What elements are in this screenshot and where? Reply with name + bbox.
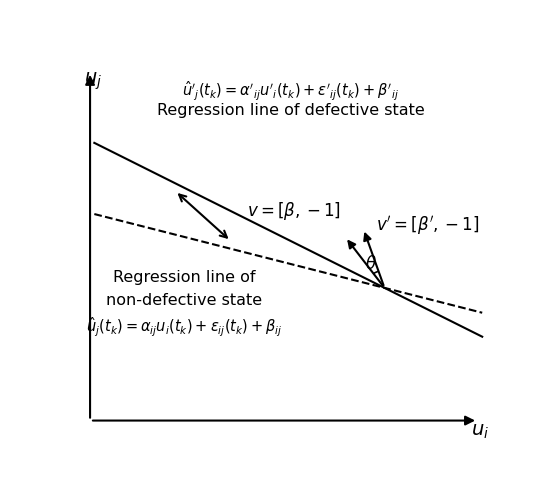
Text: Regression line of: Regression line of [113, 270, 255, 285]
Text: $v' = [\beta', -1]$: $v' = [\beta', -1]$ [376, 214, 480, 236]
Text: non-defective state: non-defective state [106, 293, 262, 308]
Text: $\hat{u}'_j(t_k) = \alpha'_{ij}u'_i(t_k) + \varepsilon'_{ij}(t_k) + \beta'_{ij}$: $\hat{u}'_j(t_k) = \alpha'_{ij}u'_i(t_k)… [182, 80, 399, 103]
Text: Regression line of defective state: Regression line of defective state [157, 103, 424, 118]
Text: $u_j$: $u_j$ [84, 70, 102, 92]
Text: $\theta$: $\theta$ [365, 255, 377, 273]
Text: $u_i$: $u_i$ [471, 423, 488, 442]
Text: $\hat{u}_j(t_k) = \alpha_{ij}u_i(t_k) + \varepsilon_{ij}(t_k) + \beta_{ij}$: $\hat{u}_j(t_k) = \alpha_{ij}u_i(t_k) + … [86, 316, 282, 340]
Text: $v = [\beta, -1]$: $v = [\beta, -1]$ [247, 200, 341, 222]
